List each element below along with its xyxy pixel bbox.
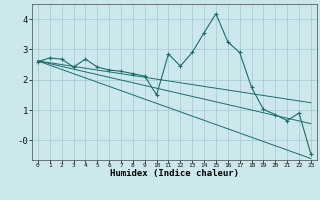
X-axis label: Humidex (Indice chaleur): Humidex (Indice chaleur) xyxy=(110,169,239,178)
